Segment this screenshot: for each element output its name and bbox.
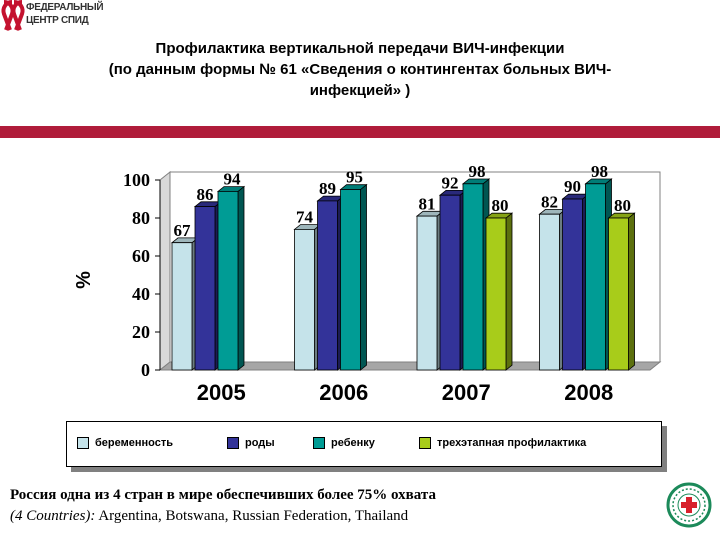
x-category-label-2007: 2007 xyxy=(442,380,491,405)
bar-child-2006 xyxy=(340,189,361,371)
red-cross-emblem-icon xyxy=(666,482,712,528)
y-tick-label: 60 xyxy=(132,246,150,266)
data-label-births-2007: 92 xyxy=(442,173,459,192)
data-label-births-2006: 89 xyxy=(319,179,336,198)
x-category-label-2008: 2008 xyxy=(564,380,613,405)
page-title: Профилактика вертикальной передачи ВИЧ-и… xyxy=(30,38,690,101)
bar-pregnancy-2006 xyxy=(294,229,315,371)
bar-side-three-stage-2008 xyxy=(628,212,635,371)
x-category-label-2005: 2005 xyxy=(197,380,246,405)
legend-item-child: ребенку xyxy=(313,437,375,449)
bar-pregnancy-2005 xyxy=(171,242,193,371)
y-tick-label: 0 xyxy=(141,360,150,380)
data-label-pregnancy-2006: 74 xyxy=(296,208,314,227)
bar-chart: 0 20 40 60 80 100% 67 86 94 2005 74 89 95 2006 81 92 98 8… xyxy=(73,162,662,405)
footer-countries-prefix: (4 Countries): xyxy=(10,508,96,524)
title-line-3: инфекцией» ) xyxy=(309,82,411,99)
legend-label-child: ребенку xyxy=(331,437,375,449)
data-label-child-2005: 94 xyxy=(224,170,242,189)
bar-side-three-stage-2007 xyxy=(505,212,513,371)
legend-label-three-stage: трехэтапная профилактика xyxy=(437,437,587,449)
x-category-label-2006: 2006 xyxy=(319,380,368,405)
legend-item-three-stage: трехэтапная профилактика xyxy=(419,437,586,449)
legend-item-births: роды xyxy=(227,437,275,449)
bar-three-stage-2008 xyxy=(608,217,629,371)
y-tick-label: 80 xyxy=(132,208,150,228)
y-tick-label: 40 xyxy=(132,284,150,304)
logo-line-1: ФЕДЕРАЛЬНЫЙ xyxy=(26,2,104,13)
data-label-pregnancy-2007: 81 xyxy=(419,194,436,213)
title-line-2: (по данным формы № 61 «Сведения о контин… xyxy=(108,61,612,78)
data-label-births-2008: 90 xyxy=(564,177,581,196)
bar-births-2006 xyxy=(317,200,338,371)
legend-label-births: роды xyxy=(245,437,275,449)
bar-child-2007 xyxy=(462,183,484,371)
bar-births-2008 xyxy=(562,198,583,371)
data-label-child-2006: 95 xyxy=(346,168,363,187)
footer-countries: (4 Countries): Argentina, Botswana, Russ… xyxy=(10,508,408,525)
bar-child-2008 xyxy=(585,183,606,371)
legend-item-pregnancy: беременность xyxy=(77,437,173,449)
accent-bar xyxy=(0,126,720,138)
chart-legend: беременность роды ребенку трехэтапная пр… xyxy=(66,421,662,467)
y-tick-label: 100 xyxy=(123,170,150,190)
bar-side-child-2006 xyxy=(360,183,367,371)
data-label-child-2008: 98 xyxy=(591,162,608,181)
data-label-births-2005: 86 xyxy=(197,185,214,204)
data-label-pregnancy-2005: 67 xyxy=(174,221,192,240)
bar-three-stage-2007 xyxy=(485,217,507,371)
footer-statement: Россия одна из 4 стран в мире обеспечивш… xyxy=(10,487,436,503)
bar-pregnancy-2007 xyxy=(416,215,438,371)
logo-line-2: ЦЕНТР СПИД xyxy=(26,15,89,26)
bar-births-2007 xyxy=(439,194,461,371)
data-label-child-2007: 98 xyxy=(469,162,486,181)
data-label-three-stage-2007: 80 xyxy=(492,196,509,215)
bar-births-2005 xyxy=(194,206,216,371)
legend-swatch-three-stage xyxy=(419,437,431,449)
legend-swatch-pregnancy xyxy=(77,437,89,449)
title-line-1: Профилактика вертикальной передачи ВИЧ-и… xyxy=(155,40,565,57)
y-axis-label: % xyxy=(73,271,95,289)
footer-countries-list: Argentina, Botswana, Russian Federation,… xyxy=(95,508,409,524)
bar-side-child-2005 xyxy=(237,185,245,371)
data-label-pregnancy-2008: 82 xyxy=(541,192,558,211)
aids-ribbon-logo-icon xyxy=(1,0,25,31)
legend-swatch-child xyxy=(313,437,325,449)
bar-pregnancy-2008 xyxy=(539,213,560,371)
chart-side-wall xyxy=(159,170,171,372)
legend-label-pregnancy: беременность xyxy=(95,437,173,449)
y-tick-label: 20 xyxy=(132,322,150,342)
data-label-three-stage-2008: 80 xyxy=(614,196,631,215)
legend-swatch-births xyxy=(227,437,239,449)
bar-child-2005 xyxy=(217,190,239,371)
